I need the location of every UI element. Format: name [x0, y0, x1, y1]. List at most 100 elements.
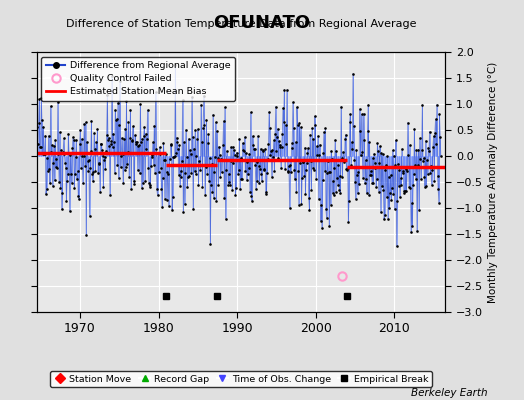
Point: [91, 168, 100, 174]
Point: [137, 139, 145, 146]
Point: [350, 123, 358, 129]
Point: [425, 148, 433, 154]
Point: [426, 170, 434, 176]
Point: [103, 132, 111, 138]
Point: [333, 175, 341, 181]
Point: [272, 148, 280, 154]
Point: [76, 126, 84, 133]
Point: [276, 144, 284, 150]
Point: [251, 162, 259, 168]
Point: [413, 228, 421, 235]
Point: [222, 167, 231, 174]
Point: [266, 152, 275, 158]
Point: [385, 205, 394, 211]
Point: [324, 168, 333, 175]
Point: [356, 128, 365, 134]
Point: [94, 170, 102, 176]
Point: [188, 94, 196, 100]
Point: [297, 201, 305, 208]
Point: [269, 137, 278, 143]
Point: [335, 173, 344, 179]
Point: [406, 142, 414, 148]
Point: [148, 154, 157, 160]
Point: [167, 141, 176, 148]
Point: [46, 180, 54, 186]
Point: [351, 178, 359, 185]
Point: [162, 151, 170, 158]
Point: [283, 168, 292, 174]
Point: [58, 190, 67, 196]
Point: [309, 136, 318, 142]
Point: [228, 144, 237, 150]
Point: [435, 111, 444, 117]
Point: [166, 156, 174, 162]
Point: [337, 155, 346, 161]
Point: [207, 182, 215, 188]
Point: [374, 148, 383, 154]
Point: [215, 151, 224, 158]
Point: [429, 133, 438, 140]
Point: [151, 170, 159, 176]
Point: [271, 131, 279, 137]
Point: [287, 145, 296, 151]
Point: [95, 160, 104, 167]
Point: [436, 134, 444, 140]
Point: [56, 185, 64, 191]
Point: [209, 112, 217, 118]
Point: [204, 131, 213, 138]
Point: [264, 156, 272, 162]
Point: [414, 146, 422, 153]
Point: [252, 186, 260, 192]
Point: [378, 150, 387, 157]
Point: [225, 171, 233, 177]
Point: [409, 182, 417, 188]
Point: [400, 190, 409, 196]
Point: [114, 175, 123, 182]
Point: [407, 229, 416, 235]
Point: [35, 96, 43, 102]
Point: [418, 102, 427, 108]
Point: [212, 119, 220, 125]
Point: [101, 166, 110, 172]
Point: [107, 138, 115, 144]
Point: [241, 168, 249, 175]
Point: [284, 169, 292, 176]
Point: [155, 169, 163, 176]
Point: [206, 241, 214, 248]
Point: [145, 180, 153, 186]
Point: [111, 170, 119, 176]
Point: [141, 178, 149, 184]
Point: [235, 167, 243, 173]
Point: [88, 118, 96, 124]
Point: [168, 206, 176, 213]
Point: [191, 127, 199, 133]
Point: [48, 142, 56, 148]
Point: [170, 154, 178, 160]
Point: [343, 166, 351, 173]
Point: [139, 133, 148, 140]
Point: [429, 144, 437, 150]
Point: [309, 164, 317, 171]
Point: [433, 173, 442, 179]
Point: [240, 147, 248, 154]
Point: [342, 166, 351, 172]
Point: [243, 159, 252, 166]
Point: [163, 168, 172, 175]
Point: [190, 146, 198, 152]
Point: [233, 149, 241, 156]
Point: [405, 152, 413, 158]
Point: [344, 165, 352, 171]
Point: [390, 206, 399, 212]
Point: [226, 182, 234, 189]
Point: [320, 167, 329, 174]
Point: [260, 165, 269, 172]
Point: [375, 188, 383, 195]
Point: [275, 138, 283, 144]
Point: [264, 141, 272, 147]
Point: [93, 150, 101, 156]
Point: [86, 164, 94, 171]
Point: [79, 152, 88, 159]
Point: [308, 125, 316, 132]
Point: [43, 168, 52, 174]
Point: [139, 180, 147, 187]
